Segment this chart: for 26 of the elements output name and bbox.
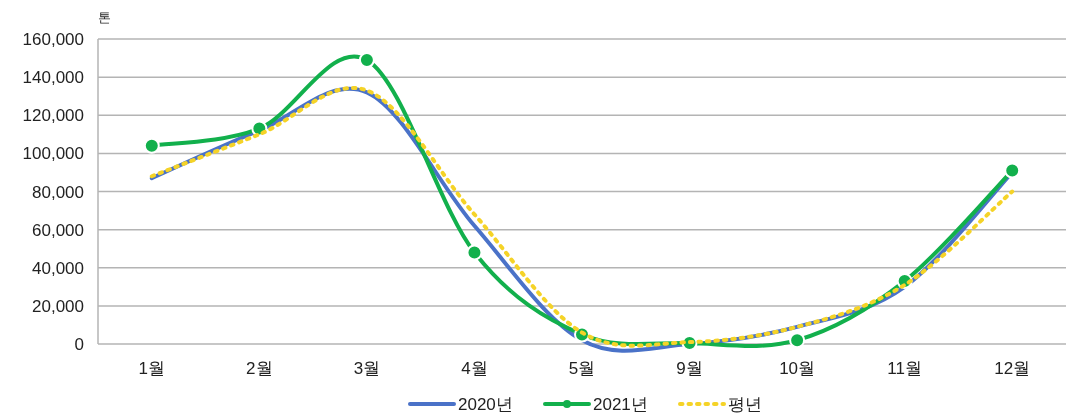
x-tick-label: 11월 (887, 359, 922, 378)
y-axis-title: 톤 (97, 10, 111, 25)
y-tick-label: 40,000 (32, 258, 84, 278)
y-tick-label: 140,000 (22, 68, 84, 88)
x-tick-label: 10월 (779, 359, 816, 378)
point (789, 332, 806, 349)
legend-label: 2021년 (593, 395, 648, 413)
x-tick-label: 3월 (353, 359, 381, 378)
legend-label: 평년 (728, 395, 762, 413)
y-tick-label: 100,000 (22, 144, 84, 164)
y-tick-label: 80,000 (32, 182, 84, 202)
point (1004, 162, 1021, 179)
x-tick-label: 2월 (246, 359, 273, 378)
x-tick-label: 12월 (994, 359, 1031, 378)
x-tick-label: 4월 (461, 359, 488, 378)
point (466, 244, 483, 261)
y-tick-label: 120,000 (22, 106, 84, 126)
point (143, 137, 160, 154)
x-tick-label: 5월 (568, 359, 596, 378)
x-tick-label: 1월 (138, 359, 166, 378)
y-tick-label: 60,000 (32, 220, 84, 240)
y-tick-label: 0 (74, 335, 84, 354)
y-tick-label: 160,000 (22, 30, 84, 49)
legend-label: 2020년 (458, 395, 513, 413)
y-tick-label: 20,000 (32, 296, 84, 316)
x-tick-label: 9월 (676, 359, 703, 378)
